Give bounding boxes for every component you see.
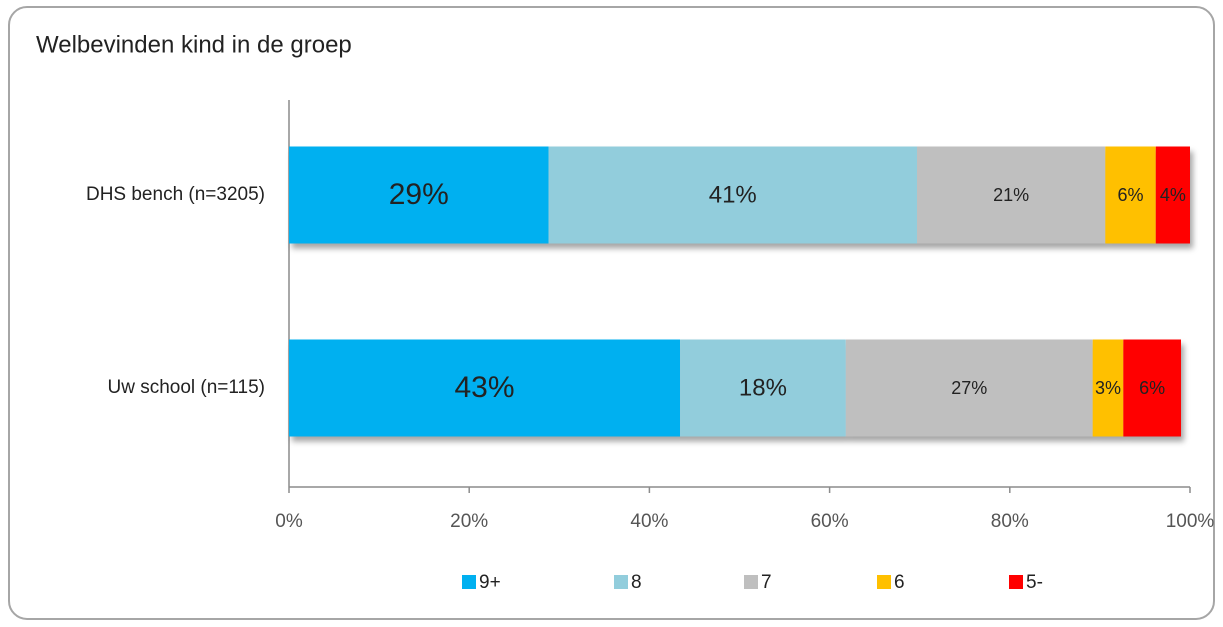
legend-swatch xyxy=(744,575,758,589)
bar xyxy=(1155,146,1190,244)
data-label: 18% xyxy=(739,374,787,401)
y-tick-label: DHS bench (n=3205) xyxy=(86,184,265,205)
x-tick-label: 80% xyxy=(991,511,1029,532)
bar xyxy=(916,146,1106,244)
legend-swatch xyxy=(1009,575,1023,589)
data-label: 21% xyxy=(993,185,1029,205)
legend-label: 7 xyxy=(761,572,772,593)
bar xyxy=(845,339,1093,437)
bar xyxy=(289,146,549,244)
x-tick-label: 60% xyxy=(811,511,849,532)
data-label: 29% xyxy=(389,178,449,211)
data-label: 27% xyxy=(951,378,987,398)
data-label: 43% xyxy=(454,371,514,404)
legend-label: 6 xyxy=(894,572,905,593)
data-label: 41% xyxy=(709,181,757,208)
bar xyxy=(1092,339,1124,437)
bar xyxy=(1123,339,1181,437)
legend-swatch xyxy=(462,575,476,589)
chart-frame xyxy=(8,6,1215,620)
y-tick-label: Uw school (n=115) xyxy=(107,377,265,398)
bar xyxy=(548,146,917,244)
data-label: 3% xyxy=(1095,378,1121,398)
data-label: 6% xyxy=(1118,185,1144,205)
bar-group xyxy=(289,146,1190,244)
bar xyxy=(680,339,846,437)
x-tick-label: 40% xyxy=(630,511,668,532)
x-tick-label: 0% xyxy=(275,511,303,532)
legend-swatch xyxy=(877,575,891,589)
bar xyxy=(1105,146,1156,244)
legend-label: 8 xyxy=(631,572,642,593)
chart-title: Welbevinden kind in de groep xyxy=(36,31,352,58)
legend-label: 9+ xyxy=(479,572,501,593)
x-tick-label: 20% xyxy=(450,511,488,532)
x-tick-label: 100% xyxy=(1166,511,1215,532)
bar xyxy=(289,339,681,437)
legend-label: 5- xyxy=(1026,572,1043,593)
bar-group xyxy=(289,339,1181,437)
data-label: 6% xyxy=(1139,378,1165,398)
data-label: 4% xyxy=(1160,185,1186,205)
legend-swatch xyxy=(614,575,628,589)
